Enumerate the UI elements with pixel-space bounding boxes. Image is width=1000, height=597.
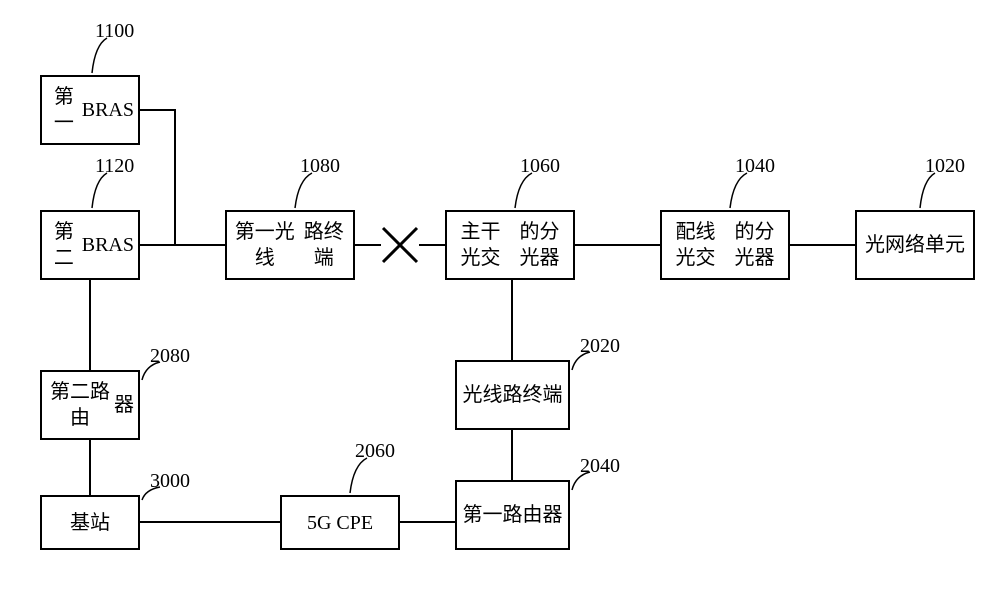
ref-router2: 2080: [150, 345, 190, 368]
node-splitter_main: 主干光交的分光器: [445, 210, 575, 280]
ref-onu: 1020: [925, 155, 965, 178]
node-router2: 第二路由器: [40, 370, 140, 440]
node-router1: 第一路由器: [455, 480, 570, 550]
ref-splitter_main: 1060: [520, 155, 560, 178]
ref-olt2: 2020: [580, 335, 620, 358]
node-bras1: 第一BRAS: [40, 75, 140, 145]
ref-base_station: 3000: [150, 470, 190, 493]
ref-olt1: 1080: [300, 155, 340, 178]
node-splitter_dist: 配线光交的分光器: [660, 210, 790, 280]
node-cpe5g: 5G CPE: [280, 495, 400, 550]
ref-splitter_dist: 1040: [735, 155, 775, 178]
network-diagram: 第一BRAS 第二BRAS 第一光线路终端 主干光交的分光器 配线光交的分光器光网络单元…: [0, 0, 1000, 597]
ref-cpe5g: 2060: [355, 440, 395, 463]
node-olt2: 光线路终端: [455, 360, 570, 430]
node-bras2: 第二BRAS: [40, 210, 140, 280]
node-onu: 光网络单元: [855, 210, 975, 280]
node-base_station: 基站: [40, 495, 140, 550]
ref-bras2: 1120: [95, 155, 134, 178]
node-olt1: 第一光线路终端: [225, 210, 355, 280]
ref-router1: 2040: [580, 455, 620, 478]
ref-bras1: 1100: [95, 20, 134, 43]
